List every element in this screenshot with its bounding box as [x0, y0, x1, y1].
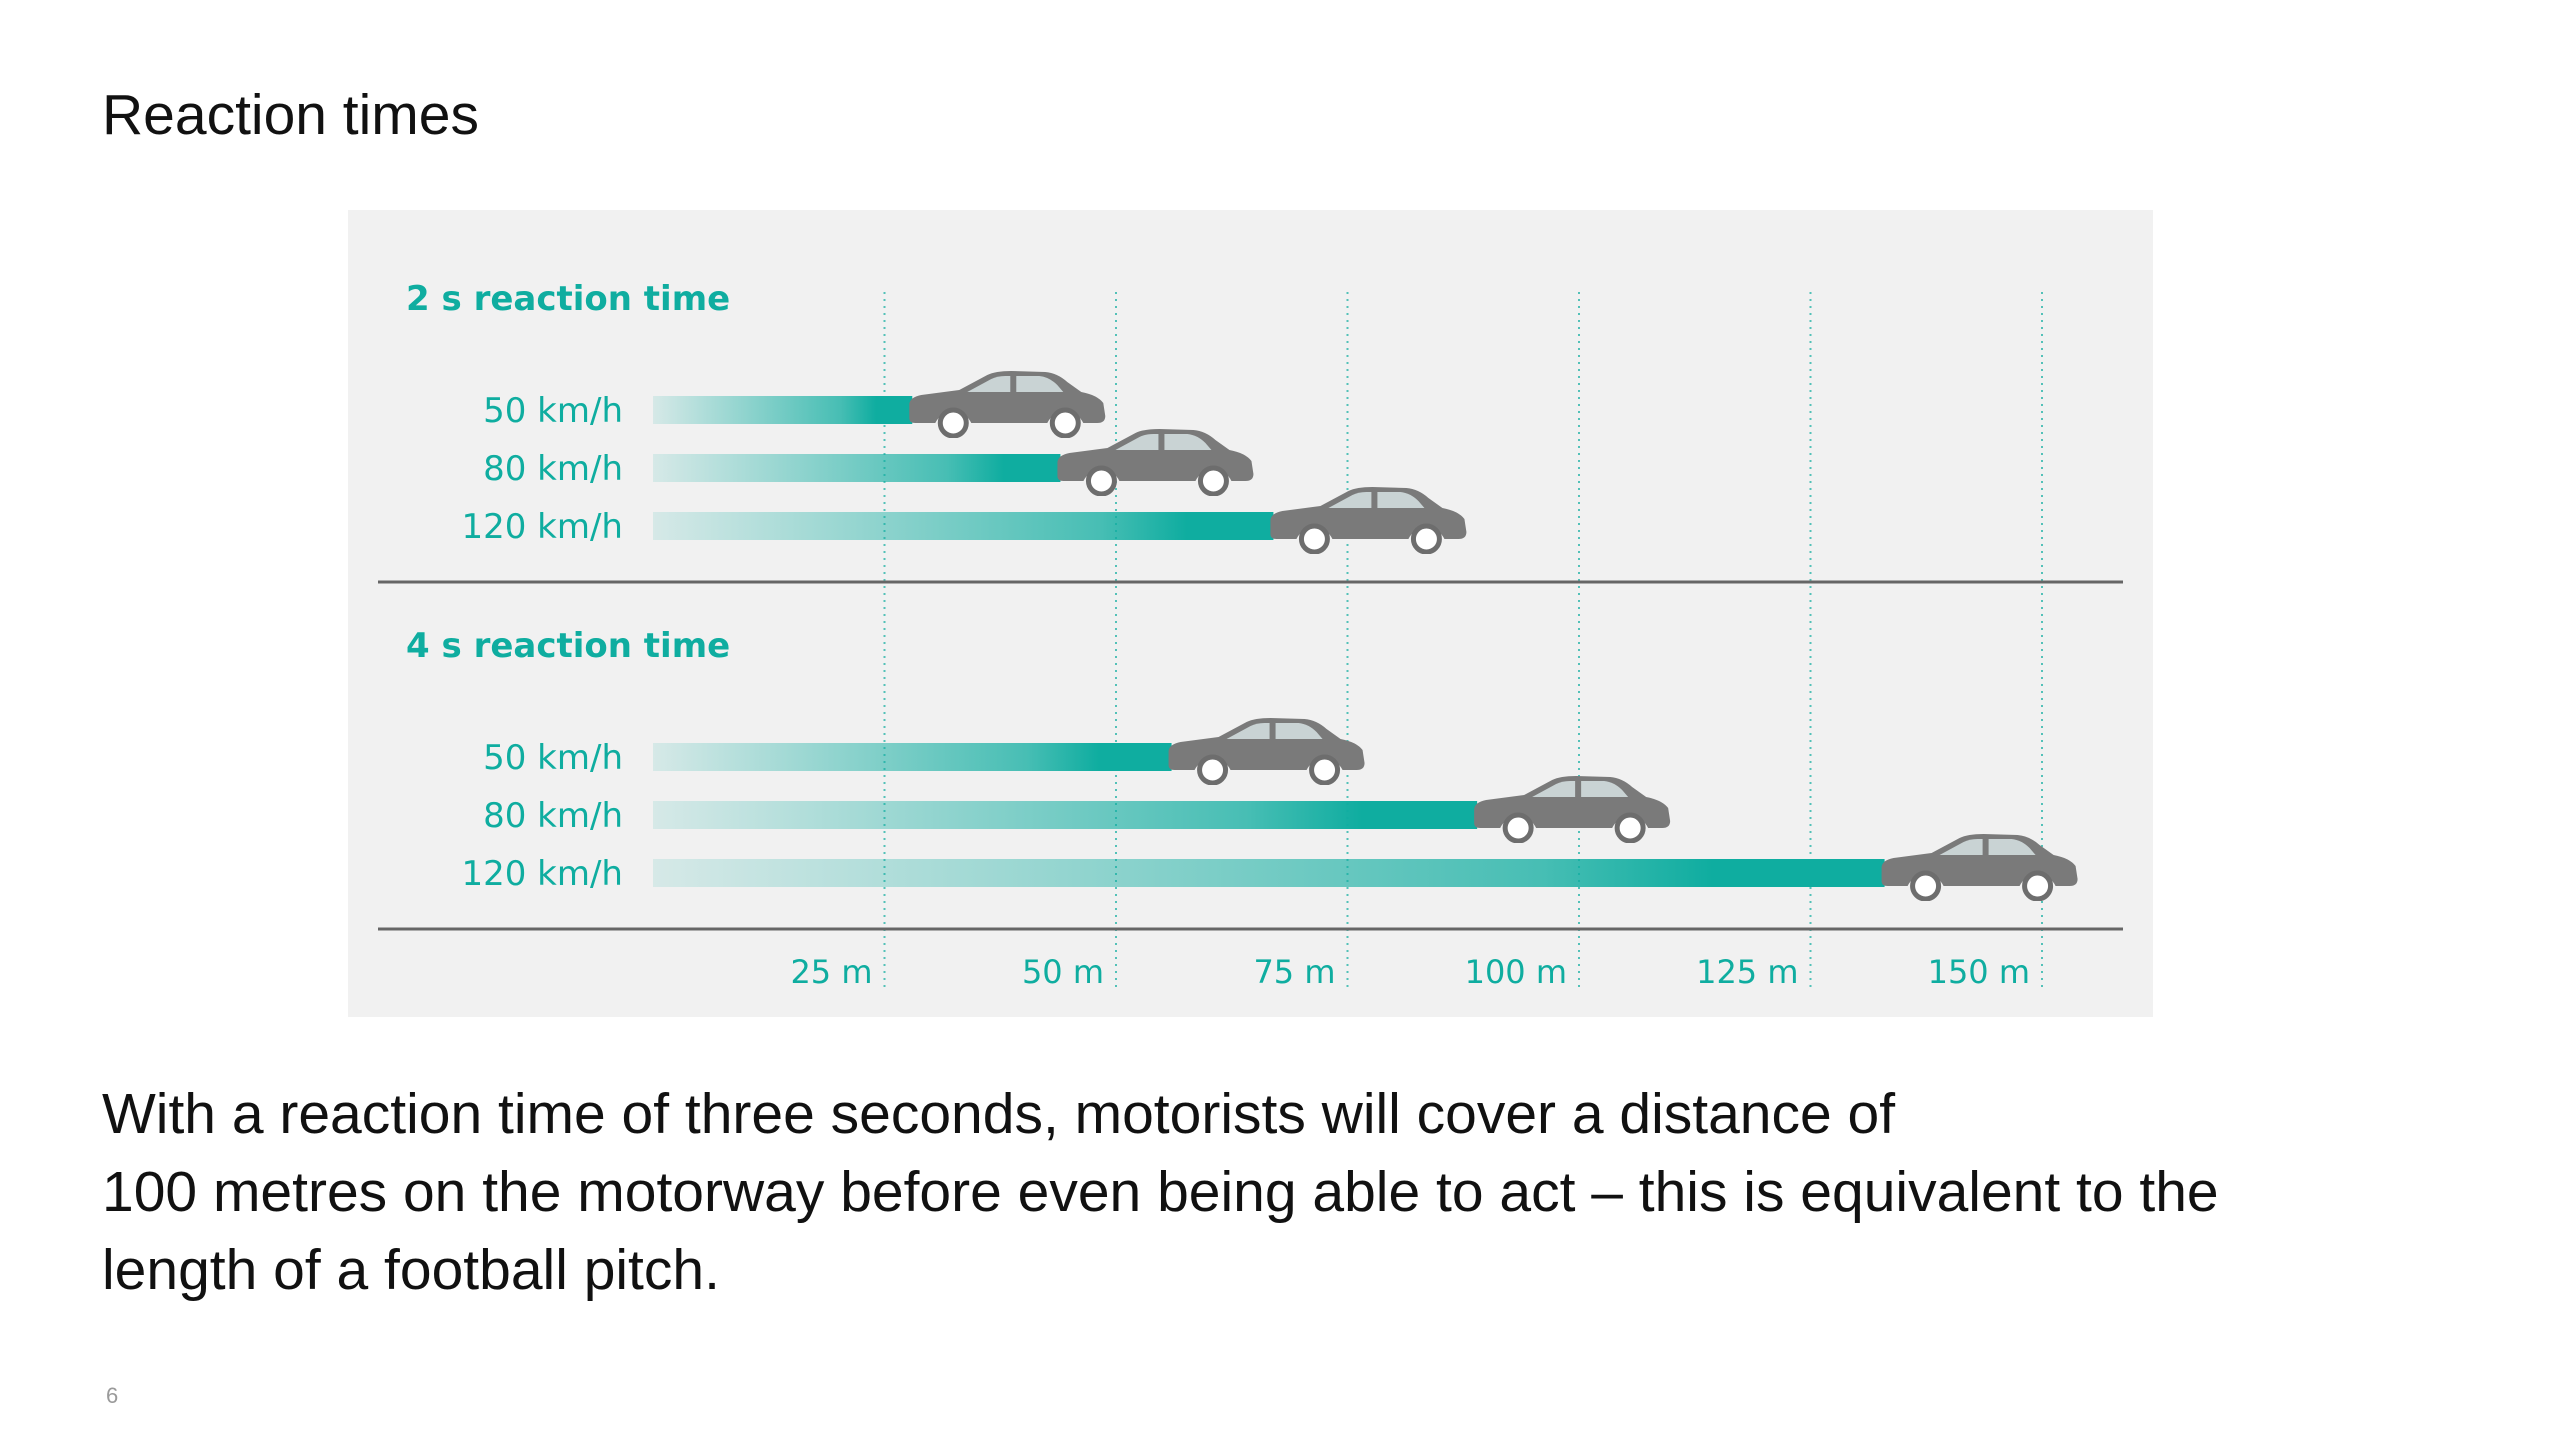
distance-bar — [653, 801, 1478, 829]
chart-canvas: 2 s reaction time 50 km/h 80 km/h 120 km/h 4… — [378, 279, 2123, 991]
body-line: With a reaction time of three seconds, m… — [102, 1082, 1896, 1146]
car-icon — [1057, 429, 1253, 494]
x-tick-label: 50 m — [1022, 953, 1104, 991]
distance-bar — [653, 743, 1172, 771]
speed-label: 50 km/h — [483, 391, 623, 431]
reaction-distance-chart: 2 s reaction time 50 km/h 80 km/h 120 km/h 4… — [348, 210, 2153, 1017]
speed-label: 50 km/h — [483, 738, 623, 778]
page-number: 6 — [106, 1383, 119, 1408]
x-tick-label: 100 m — [1465, 953, 1567, 991]
body-line: 100 metres on the motorway before even b… — [102, 1160, 2219, 1224]
distance-bar — [653, 396, 913, 424]
group-title: 2 s reaction time — [406, 279, 730, 319]
car-icon — [909, 371, 1105, 436]
slide-title: Reaction times — [102, 83, 479, 147]
x-tick-label: 150 m — [1928, 953, 2030, 991]
distance-bar — [653, 859, 1885, 887]
distance-bar — [653, 512, 1274, 540]
car-icon — [1169, 718, 1365, 783]
speed-label: 120 km/h — [461, 854, 623, 894]
body-line: length of a football pitch. — [102, 1238, 720, 1302]
speed-label: 80 km/h — [483, 449, 623, 489]
car-icon — [1474, 776, 1670, 841]
speed-label: 120 km/h — [461, 507, 623, 547]
car-icon — [1882, 834, 2078, 899]
car-icon — [1270, 487, 1466, 552]
group-title: 4 s reaction time — [406, 626, 730, 666]
speed-label: 80 km/h — [483, 796, 623, 836]
x-tick-label: 75 m — [1253, 953, 1335, 991]
x-tick-label: 25 m — [790, 953, 872, 991]
x-tick-label: 125 m — [1696, 953, 1798, 991]
body-paragraph: With a reaction time of three seconds, m… — [102, 1075, 2482, 1309]
distance-bar — [653, 454, 1061, 482]
